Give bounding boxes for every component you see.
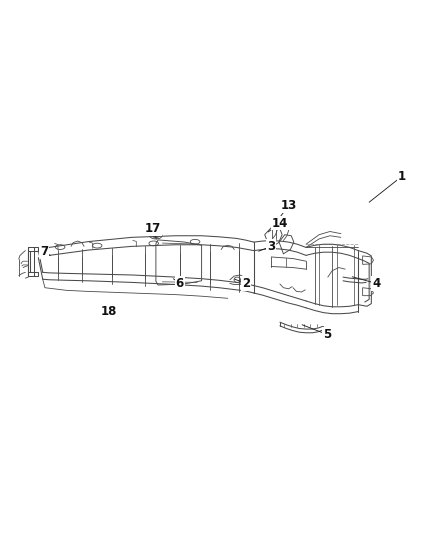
Text: 1: 1	[398, 170, 406, 183]
Ellipse shape	[154, 225, 158, 228]
Text: 7: 7	[40, 245, 48, 258]
Text: 6: 6	[176, 277, 184, 290]
Text: 18: 18	[101, 305, 117, 318]
Text: 2: 2	[242, 277, 250, 290]
Text: 14: 14	[272, 216, 288, 230]
Text: 3: 3	[267, 240, 276, 253]
Text: 5: 5	[323, 328, 331, 341]
Text: 17: 17	[145, 222, 161, 235]
Text: 4: 4	[372, 277, 381, 290]
Text: 13: 13	[280, 199, 297, 212]
